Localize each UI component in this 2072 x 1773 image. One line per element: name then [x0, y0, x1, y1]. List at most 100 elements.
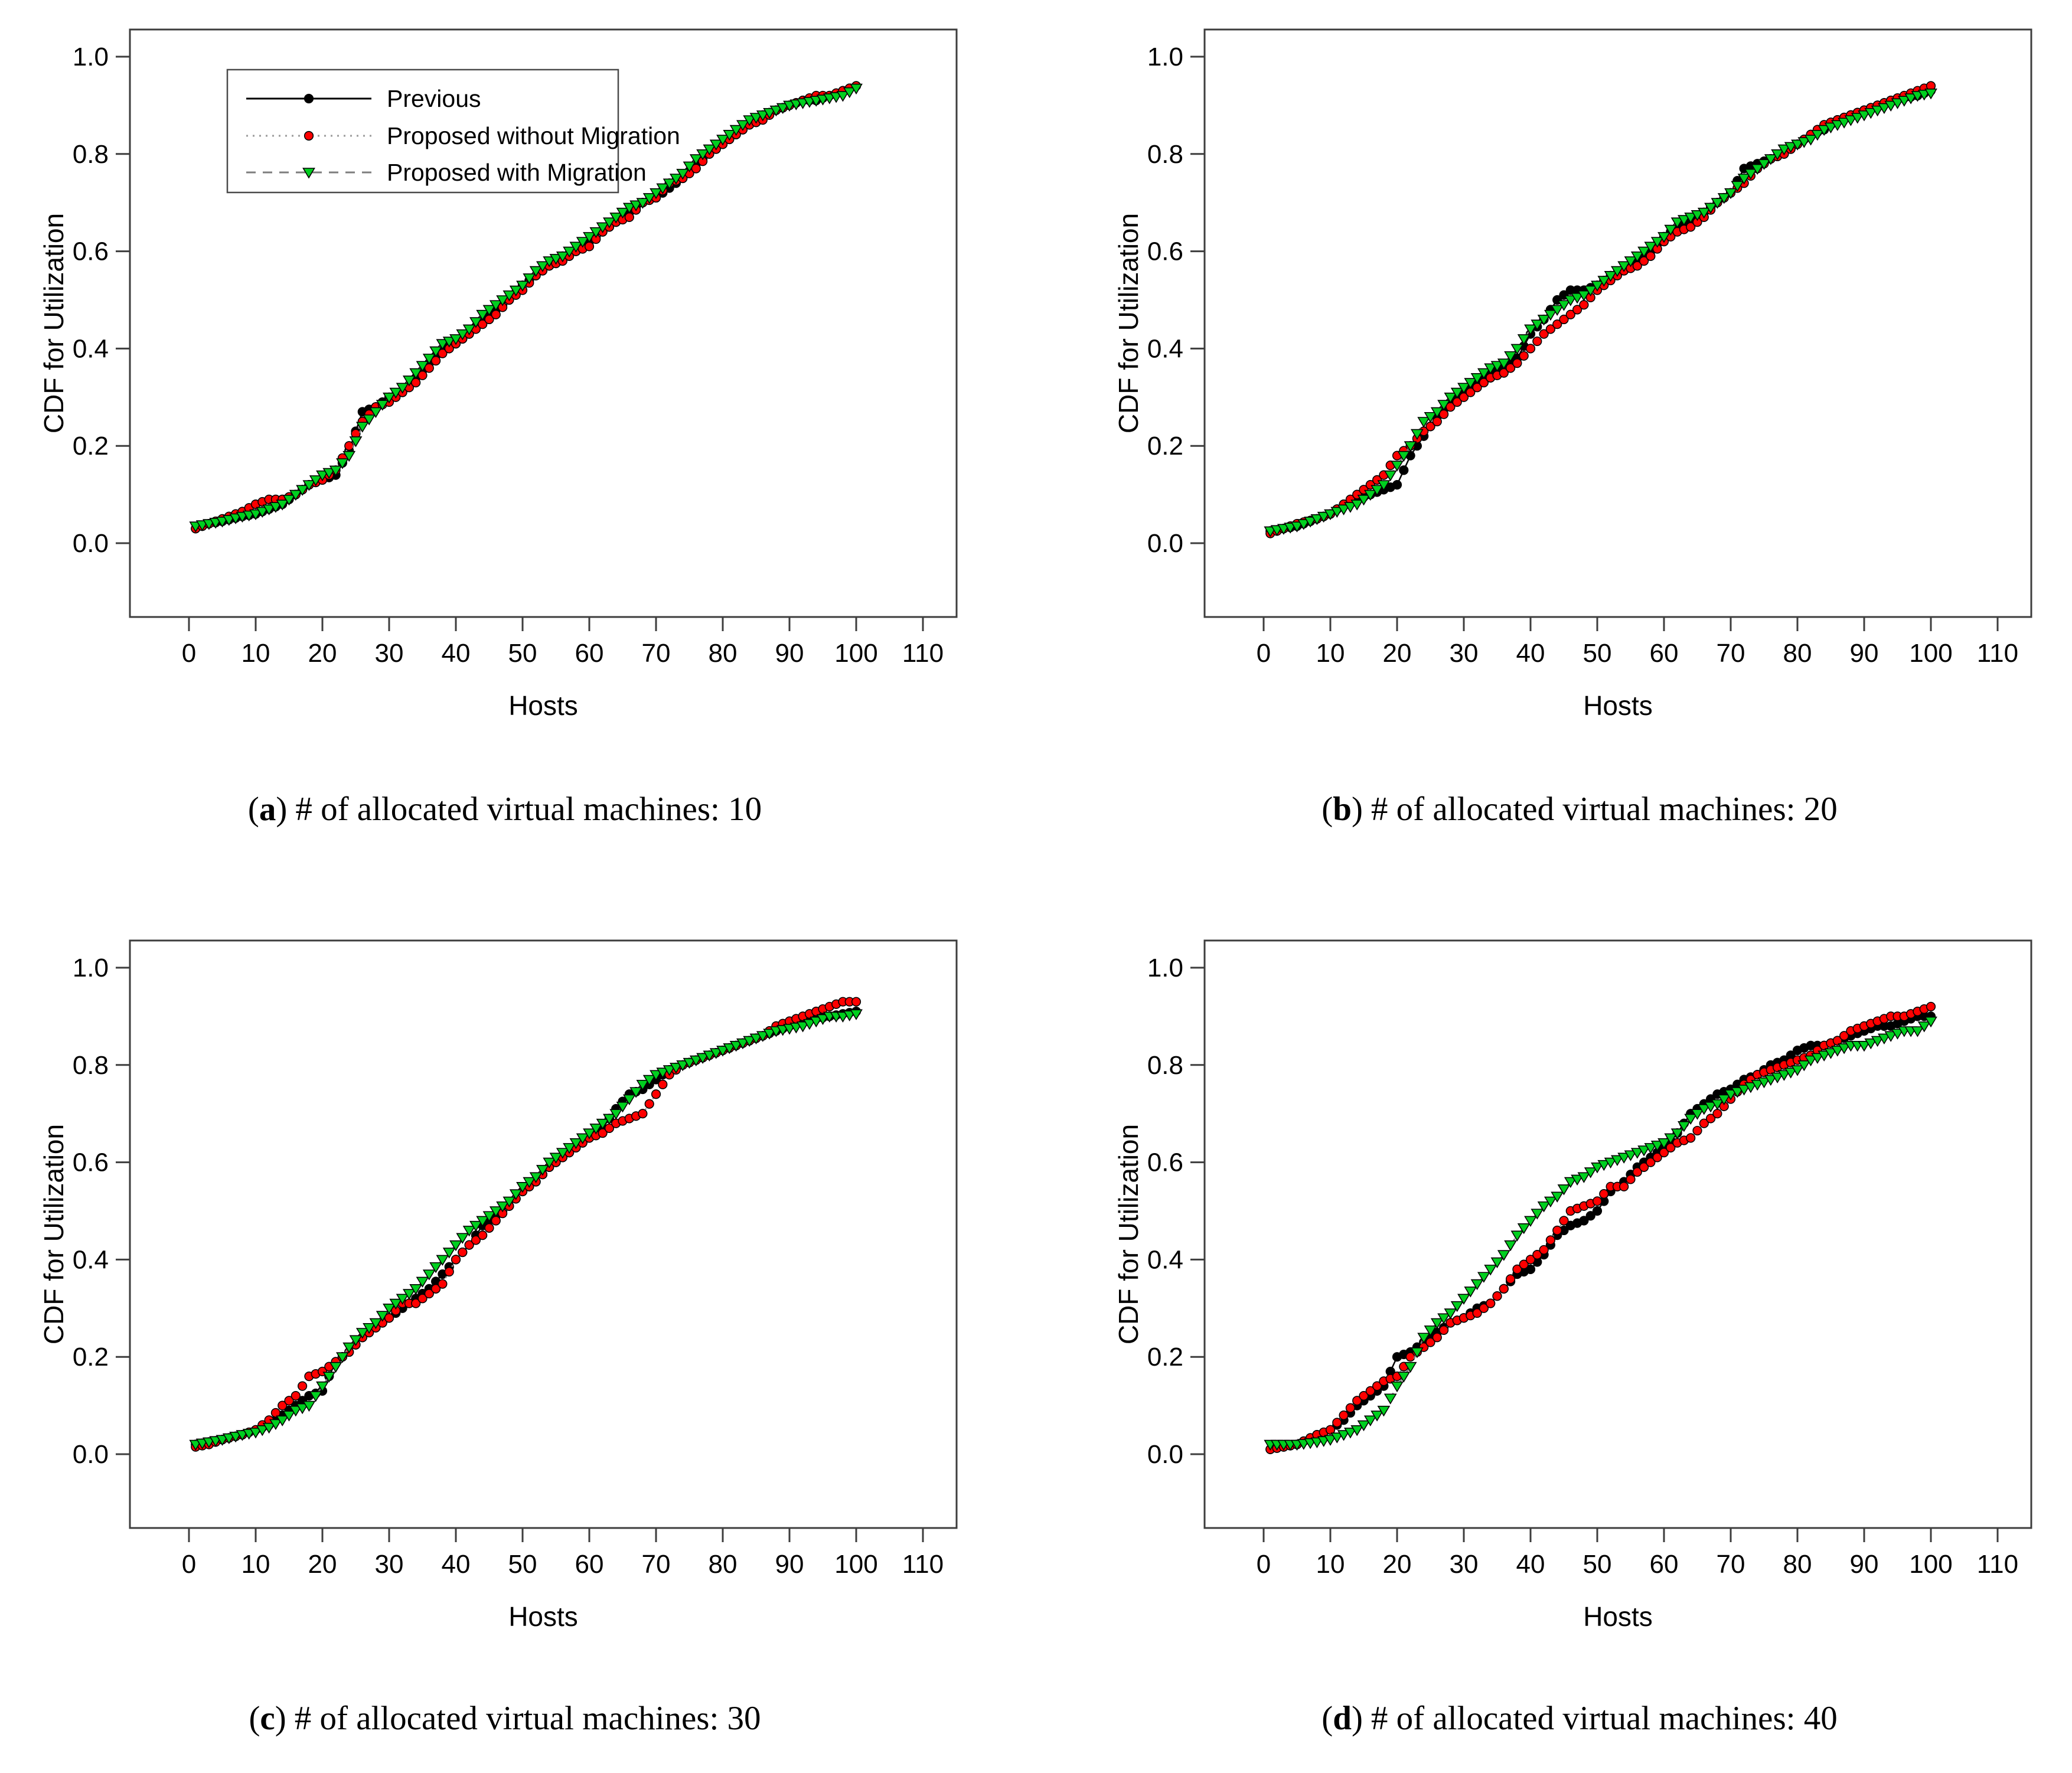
svg-text:40: 40 — [1516, 639, 1545, 668]
caption-letter-d: d — [1321, 1700, 1363, 1737]
svg-text:80: 80 — [1783, 1550, 1812, 1579]
svg-text:0.4: 0.4 — [1147, 334, 1183, 363]
legend: Previous Proposed without Migration Propos… — [226, 68, 680, 194]
svg-text:0.0: 0.0 — [73, 1440, 109, 1469]
svg-text:Hosts: Hosts — [1583, 690, 1653, 721]
svg-text:110: 110 — [1977, 639, 2018, 668]
svg-text:70: 70 — [642, 639, 671, 668]
svg-text:100: 100 — [834, 639, 877, 668]
svg-text:1.0: 1.0 — [1147, 43, 1183, 71]
svg-text:0.4: 0.4 — [73, 1245, 109, 1274]
svg-text:60: 60 — [1650, 639, 1679, 668]
chart-panel-a: 0 10 20 30 40 50 60 70 80 90 100 110 0.0 0.2 0.4 0.6 0.8… — [32, 9, 977, 747]
caption-panel-c: c# of allocated virtual machines: 30 — [32, 1699, 977, 1738]
svg-text:10: 10 — [242, 639, 270, 668]
svg-text:100: 100 — [834, 1550, 877, 1579]
chart-panel-d: 0 10 20 30 40 50 60 70 80 90 100 110 0.0 0.2 0.4 0.6 0.8… — [1107, 920, 2052, 1658]
svg-text:0.4: 0.4 — [73, 334, 109, 363]
axes-b: 0 10 20 30 40 50 60 70 80 90 100 110 0.0 0.2 0.4 0.6 0.8… — [1113, 28, 2032, 721]
chart-panel-c: 0 10 20 30 40 50 60 70 80 90 100 110 0.0 0.2 0.4 0.6 0.8… — [32, 920, 977, 1658]
svg-text:0.2: 0.2 — [1147, 1343, 1183, 1372]
series-a-2 — [189, 83, 863, 533]
svg-text:60: 60 — [575, 1550, 604, 1579]
svg-text:70: 70 — [642, 1550, 671, 1579]
series-c-1 — [191, 997, 862, 1452]
legend-label-1: Proposed without Migration — [387, 122, 680, 149]
caption-letter-a: a — [248, 791, 287, 828]
svg-text:CDF for Utilization: CDF for Utilization — [1113, 213, 1144, 433]
svg-text:0.2: 0.2 — [73, 432, 109, 461]
series-d-0 — [1265, 1011, 1936, 1454]
svg-text:110: 110 — [1977, 1550, 2018, 1579]
svg-text:Hosts: Hosts — [508, 1601, 578, 1632]
svg-text:20: 20 — [308, 639, 337, 668]
svg-text:0.8: 0.8 — [73, 1051, 109, 1080]
svg-text:0: 0 — [1257, 639, 1271, 668]
svg-text:1.0: 1.0 — [73, 43, 109, 71]
svg-text:60: 60 — [575, 639, 604, 668]
svg-text:30: 30 — [375, 639, 404, 668]
svg-text:0: 0 — [182, 1550, 196, 1579]
series-d-2 — [1264, 1016, 1937, 1451]
caption-panel-a: a# of allocated virtual machines: 10 — [32, 790, 977, 828]
svg-text:40: 40 — [442, 639, 471, 668]
svg-text:1.0: 1.0 — [73, 954, 109, 982]
series-d-1 — [1265, 1001, 1936, 1454]
svg-text:30: 30 — [375, 1550, 404, 1579]
svg-text:10: 10 — [1316, 1550, 1345, 1579]
svg-text:Hosts: Hosts — [1583, 1601, 1653, 1632]
series-c-0 — [191, 1007, 862, 1449]
svg-text:40: 40 — [442, 1550, 471, 1579]
svg-text:90: 90 — [775, 1550, 804, 1579]
svg-text:20: 20 — [1383, 639, 1412, 668]
svg-text:0.8: 0.8 — [1147, 1051, 1183, 1080]
svg-text:0.6: 0.6 — [73, 1148, 109, 1177]
svg-text:110: 110 — [902, 1550, 944, 1579]
svg-text:90: 90 — [775, 639, 804, 668]
svg-text:0.6: 0.6 — [1147, 237, 1183, 266]
svg-text:20: 20 — [308, 1550, 337, 1579]
caption-panel-d: d# of allocated virtual machines: 40 — [1107, 1699, 2052, 1738]
svg-text:50: 50 — [508, 1550, 537, 1579]
svg-text:1.0: 1.0 — [1147, 954, 1183, 982]
svg-text:30: 30 — [1450, 1550, 1479, 1579]
svg-text:80: 80 — [709, 639, 738, 668]
svg-text:Hosts: Hosts — [508, 690, 578, 721]
caption-text-c: # of allocated virtual machines: 30 — [294, 1700, 761, 1737]
axes-c: 0 10 20 30 40 50 60 70 80 90 100 110 0.0 0.2 0.4 0.6 0.8… — [38, 939, 958, 1632]
legend-label-2: Proposed with Migration — [387, 159, 647, 186]
svg-text:30: 30 — [1450, 639, 1479, 668]
svg-text:50: 50 — [1583, 1550, 1612, 1579]
caption-letter-c: c — [249, 1700, 286, 1737]
svg-text:100: 100 — [1909, 639, 1952, 668]
svg-text:50: 50 — [1583, 639, 1612, 668]
svg-text:100: 100 — [1909, 1550, 1952, 1579]
svg-text:0.8: 0.8 — [1147, 140, 1183, 169]
svg-text:10: 10 — [1316, 639, 1345, 668]
svg-text:0.4: 0.4 — [1147, 1245, 1183, 1274]
svg-text:110: 110 — [902, 639, 944, 668]
series-b-1 — [1265, 81, 1936, 538]
series-b-0 — [1265, 86, 1936, 536]
svg-text:0.0: 0.0 — [73, 529, 109, 558]
caption-text-d: # of allocated virtual machines: 40 — [1371, 1700, 1838, 1737]
caption-text-b: # of allocated virtual machines: 20 — [1371, 791, 1838, 828]
svg-text:0.6: 0.6 — [1147, 1148, 1183, 1177]
svg-text:70: 70 — [1717, 639, 1745, 668]
svg-text:0.0: 0.0 — [1147, 529, 1183, 558]
svg-text:80: 80 — [1783, 639, 1812, 668]
svg-text:50: 50 — [508, 639, 537, 668]
svg-text:90: 90 — [1850, 1550, 1879, 1579]
svg-text:90: 90 — [1850, 639, 1879, 668]
svg-text:80: 80 — [709, 1550, 738, 1579]
svg-text:CDF for Utilization: CDF for Utilization — [38, 213, 69, 433]
svg-text:CDF for Utilization: CDF for Utilization — [1113, 1124, 1144, 1344]
svg-text:60: 60 — [1650, 1550, 1679, 1579]
svg-text:20: 20 — [1383, 1550, 1412, 1579]
svg-text:CDF for Utilization: CDF for Utilization — [38, 1124, 69, 1344]
svg-text:0.6: 0.6 — [73, 237, 109, 266]
caption-text-a: # of allocated virtual machines: 10 — [295, 791, 762, 828]
svg-text:10: 10 — [242, 1550, 270, 1579]
svg-text:0.0: 0.0 — [1147, 1440, 1183, 1469]
svg-text:0: 0 — [182, 639, 196, 668]
